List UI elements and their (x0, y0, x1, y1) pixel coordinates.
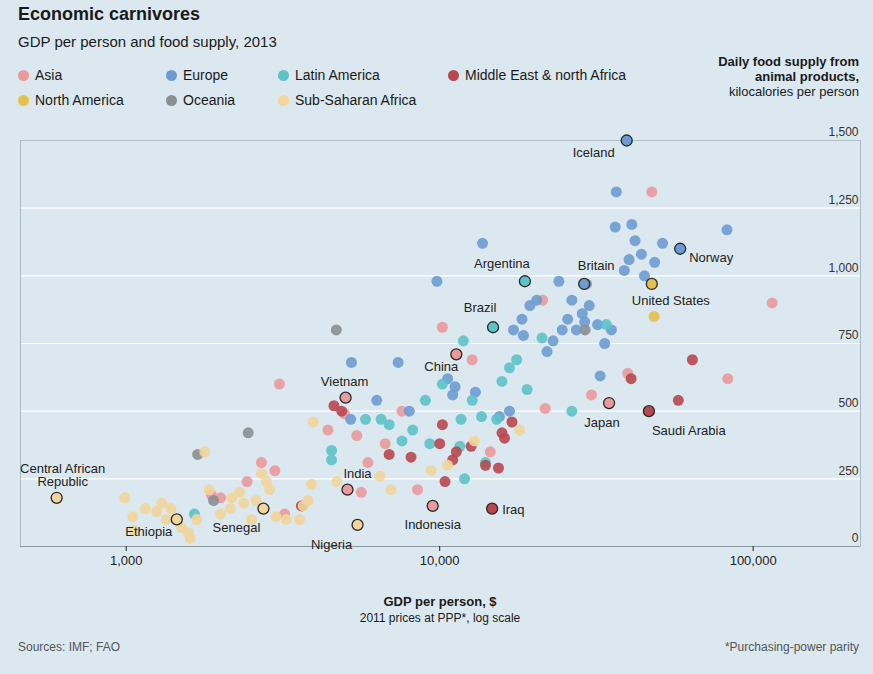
svg-text:India: India (343, 466, 372, 481)
svg-text:1,250: 1,250 (828, 193, 858, 207)
html-text:GDP per person and food supply: GDP per person and food supply, 2013 (18, 33, 277, 50)
svg-text:250: 250 (838, 464, 858, 478)
svg-text:Norway: Norway (689, 250, 734, 265)
html-text:Daily food supply from animal: Daily food supply from animal products, (718, 54, 859, 84)
svg-text:Indonesia: Indonesia (405, 517, 462, 532)
svg-text:Iraq: Iraq (502, 502, 524, 517)
svg-text:Senegal: Senegal (213, 520, 261, 535)
html-text:North America: North America (35, 92, 124, 108)
html-text:Economic carnivores: Economic carnivores (18, 4, 201, 24)
svg-text:Iceland: Iceland (573, 145, 615, 160)
svg-text:10,000: 10,000 (420, 553, 460, 568)
html-text:Asia: Asia (35, 67, 63, 83)
svg-text:Central AfricanRepublic: Central AfricanRepublic (20, 461, 105, 489)
svg-text:Vietnam: Vietnam (321, 374, 368, 389)
svg-text:Ethiopia: Ethiopia (125, 524, 173, 539)
html-text:Oceania: Oceania (183, 92, 236, 108)
html-text:Sub-Saharan Africa: Sub-Saharan Africa (295, 92, 417, 108)
svg-text:Britain: Britain (578, 258, 615, 273)
svg-text:750: 750 (838, 328, 858, 342)
svg-text:100,000: 100,000 (730, 553, 777, 568)
html-text:Sources: IMF; FAO: Sources: IMF; FAO (18, 640, 120, 654)
html-text:2011 prices at PPP*, log scale: 2011 prices at PPP*, log scale (359, 611, 521, 625)
svg-text:Argentina: Argentina (474, 256, 530, 271)
html-text:*Purchasing-power parity: *Purchasing-power parity (724, 640, 859, 654)
svg-text:China: China (424, 359, 459, 374)
svg-text:1,000: 1,000 (110, 553, 143, 568)
svg-text:Nigeria: Nigeria (311, 537, 353, 552)
svg-text:500: 500 (838, 396, 858, 410)
svg-text:Brazil: Brazil (464, 300, 497, 315)
svg-text:United States: United States (632, 293, 711, 308)
html-text:kilocalories per person: kilocalories per person (728, 84, 859, 99)
html-text:Latin America: Latin America (295, 67, 380, 83)
svg-text:Japan: Japan (584, 415, 619, 430)
html-text:Middle East & north Africa: Middle East & north Africa (465, 67, 627, 83)
svg-text:Saudi Arabia: Saudi Arabia (652, 423, 726, 438)
html-text:GDP per person, $: GDP per person, $ (383, 594, 497, 609)
html-text:Europe: Europe (183, 67, 229, 83)
svg-text:0: 0 (852, 531, 859, 545)
svg-text:1,000: 1,000 (828, 261, 858, 275)
svg-text:1,500: 1,500 (828, 125, 858, 139)
